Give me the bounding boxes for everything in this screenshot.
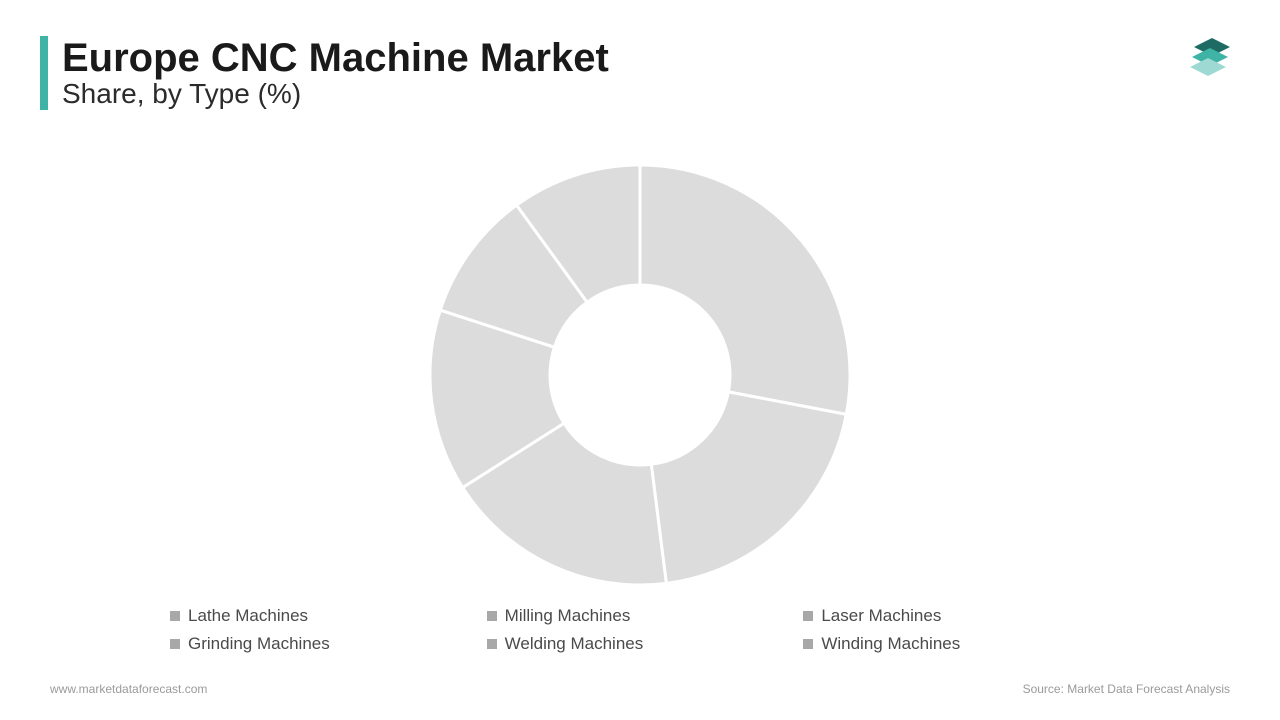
page-title: Europe CNC Machine Market	[62, 36, 609, 80]
legend-item: Welding Machines	[487, 634, 794, 654]
title-block: Europe CNC Machine Market Share, by Type…	[62, 36, 609, 110]
footer-source: Source: Market Data Forecast Analysis	[1023, 682, 1230, 696]
donut-slice	[651, 392, 846, 583]
legend-item: Laser Machines	[803, 606, 1110, 626]
donut-slice	[640, 165, 850, 414]
legend-item: Milling Machines	[487, 606, 794, 626]
legend-label: Grinding Machines	[188, 634, 330, 654]
legend-swatch-icon	[170, 611, 180, 621]
legend-label: Milling Machines	[505, 606, 631, 626]
page-subtitle: Share, by Type (%)	[62, 78, 609, 110]
header: Europe CNC Machine Market Share, by Type…	[40, 36, 609, 110]
legend-item: Grinding Machines	[170, 634, 477, 654]
legend-label: Winding Machines	[821, 634, 960, 654]
legend-swatch-icon	[803, 639, 813, 649]
accent-bar	[40, 36, 48, 110]
legend-swatch-icon	[487, 611, 497, 621]
legend-label: Laser Machines	[821, 606, 941, 626]
legend-item: Lathe Machines	[170, 606, 477, 626]
legend-swatch-icon	[803, 611, 813, 621]
legend-swatch-icon	[170, 639, 180, 649]
donut-chart	[0, 155, 1280, 595]
legend-label: Welding Machines	[505, 634, 644, 654]
legend-item: Winding Machines	[803, 634, 1110, 654]
footer-url: www.marketdataforecast.com	[50, 682, 207, 696]
legend-label: Lathe Machines	[188, 606, 308, 626]
brand-logo-icon	[1184, 28, 1240, 89]
legend-swatch-icon	[487, 639, 497, 649]
chart-legend: Lathe Machines Milling Machines Laser Mach…	[170, 606, 1110, 654]
